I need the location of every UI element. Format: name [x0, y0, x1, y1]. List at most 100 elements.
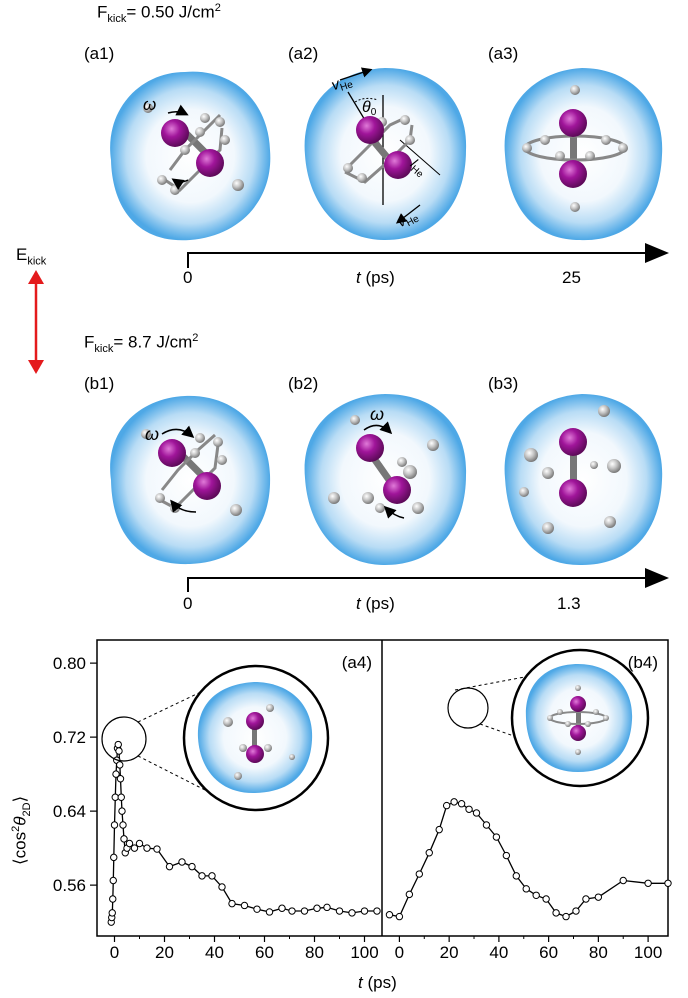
data-point: [143, 844, 151, 852]
data-point: [502, 851, 511, 860]
data-point: [109, 895, 117, 903]
data-point: [112, 770, 120, 778]
droplet-a3: [504, 68, 663, 241]
axis-top-start: 0: [183, 268, 193, 287]
inset-helium: [223, 717, 233, 727]
x-tick-label: 60: [255, 943, 274, 962]
inset-helium: [239, 744, 247, 752]
y-tick-label: 0.64: [53, 802, 86, 821]
inset-helium: [585, 721, 591, 727]
inset-helium: [266, 704, 274, 712]
axis-middle-start: 0: [183, 594, 193, 613]
inset-iodine: [570, 725, 586, 741]
y-tick-label: 0.72: [53, 728, 86, 747]
chart-xlabel: t (ps): [358, 973, 397, 992]
droplet-b2: ω: [304, 394, 467, 565]
data-point: [348, 909, 356, 917]
data-point: [562, 912, 570, 921]
inset-iodine: [570, 696, 586, 712]
data-point: [115, 747, 123, 755]
panel-label-b1: (b1): [84, 374, 115, 393]
middle-illustrations: ω ω: [110, 394, 669, 592]
inset-helium: [593, 709, 599, 715]
data-point: [265, 908, 274, 916]
data-point: [465, 805, 473, 813]
data-point: [130, 844, 139, 852]
data-point: [108, 909, 116, 917]
data-point: [385, 911, 394, 919]
data-point: [472, 809, 481, 817]
data-point: [116, 775, 125, 783]
data-point: [313, 904, 321, 912]
inset-iodine: [246, 745, 264, 763]
data-point: [165, 862, 174, 871]
x-tick-label: 60: [539, 943, 558, 962]
data-point: [532, 891, 540, 899]
panel-label-a1: (a1): [84, 44, 115, 63]
svg-text:θ0: θ0: [362, 99, 377, 118]
data-point: [512, 872, 520, 880]
inset-helium: [557, 709, 563, 715]
panel-label-chart: (b4): [628, 653, 658, 672]
data-point: [240, 901, 249, 910]
data-point: [405, 890, 414, 899]
inset-helium: [289, 754, 295, 760]
energy-arrow-icon: [28, 270, 44, 374]
data-point: [117, 793, 125, 801]
data-point: [120, 835, 128, 843]
omega-label-b1: ω: [145, 424, 159, 444]
data-point: [116, 761, 124, 769]
data-point: [111, 793, 119, 801]
data-point: [644, 879, 652, 887]
fluence-label-middle: Fkick= 8.7 J/cm2: [84, 332, 199, 356]
zoom-circle-b4: [447, 687, 489, 729]
zoom-circle-a4: [101, 716, 147, 762]
panel-label-chart: (a4): [342, 653, 372, 672]
data-point: [188, 862, 196, 871]
data-point: [552, 909, 560, 917]
droplet-a1: ω: [110, 71, 271, 241]
data-point: [109, 876, 117, 885]
data-point: [492, 833, 501, 841]
data-point: [482, 821, 491, 829]
data-point: [425, 849, 433, 857]
data-point: [373, 907, 381, 915]
panel-label-b3: (b3): [488, 374, 519, 393]
x-tick-label: 100: [350, 943, 378, 962]
droplet-b1: ω: [110, 395, 271, 565]
data-point: [110, 853, 118, 862]
zoom-line: [479, 723, 526, 741]
axis-top-end: 25: [562, 268, 581, 287]
x-tick-label: 40: [489, 943, 508, 962]
x-tick-label: 80: [589, 943, 608, 962]
inset-helium: [575, 685, 581, 691]
panel-label-a3: (a3): [488, 44, 519, 63]
data-point: [110, 821, 119, 829]
axis-middle-label: t (ps): [356, 594, 395, 613]
chart-ylabel: ⟨cos2θ2D⟩: [10, 795, 34, 865]
data-point: [119, 821, 127, 829]
data-point: [572, 907, 580, 915]
data-point: [619, 876, 627, 885]
x-tick-label: 0: [395, 943, 404, 962]
data-point: [278, 904, 286, 912]
data-point: [228, 899, 236, 908]
x-tick-label: 40: [205, 943, 224, 962]
y-tick-label: 0.80: [53, 654, 86, 673]
top-illustrations: ω vHe θ0 lHe vHe: [110, 67, 669, 268]
inset-helium: [264, 744, 272, 752]
inset-helium: [603, 715, 609, 721]
data-point: [208, 872, 216, 880]
inset-helium: [575, 749, 581, 755]
data-point: [153, 845, 161, 853]
inset-helium: [234, 772, 242, 780]
data-point: [435, 825, 443, 834]
y-tick-label: 0.56: [53, 876, 86, 895]
data-point: [300, 907, 309, 915]
zoom-line: [137, 689, 206, 723]
x-tick-label: 100: [634, 943, 662, 962]
inset-bond: [252, 722, 257, 754]
panel-label-a2: (a2): [288, 44, 319, 63]
axis-middle-end: 1.3: [557, 594, 581, 613]
